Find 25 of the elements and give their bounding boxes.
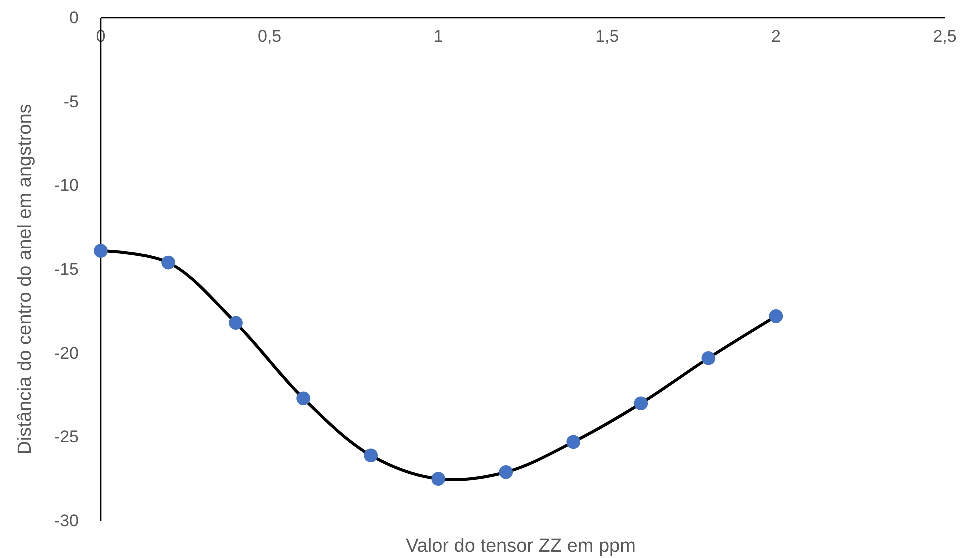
y-tick-label: 0 (70, 8, 79, 28)
point (566, 435, 581, 450)
y-tick-label: -25 (54, 428, 79, 447)
x-tick-label: 0,5 (258, 27, 282, 46)
x-tick-label: 1 (434, 27, 444, 46)
y-tick-label: -15 (54, 260, 79, 279)
y-axis-title: Distância do centro do anel em angstrons (15, 104, 36, 455)
x-tick-label: 2 (771, 27, 781, 46)
point (432, 472, 446, 486)
point (229, 316, 243, 330)
point (296, 392, 310, 406)
y-tick-label: -20 (54, 344, 79, 363)
y-tick-label: -5 (64, 92, 79, 112)
x-tick-label: 1,5 (596, 27, 620, 46)
point (364, 448, 378, 463)
y-tick-label: -30 (54, 511, 79, 530)
point (499, 465, 514, 480)
x-axis-title: Valor do tensor ZZ em ppm (406, 536, 636, 557)
point (94, 244, 108, 258)
x-tick-label: 2,5 (933, 27, 957, 46)
point (769, 310, 784, 324)
point (702, 351, 716, 366)
point (634, 396, 648, 411)
point (162, 256, 176, 270)
y-tick-label: -10 (54, 176, 79, 196)
